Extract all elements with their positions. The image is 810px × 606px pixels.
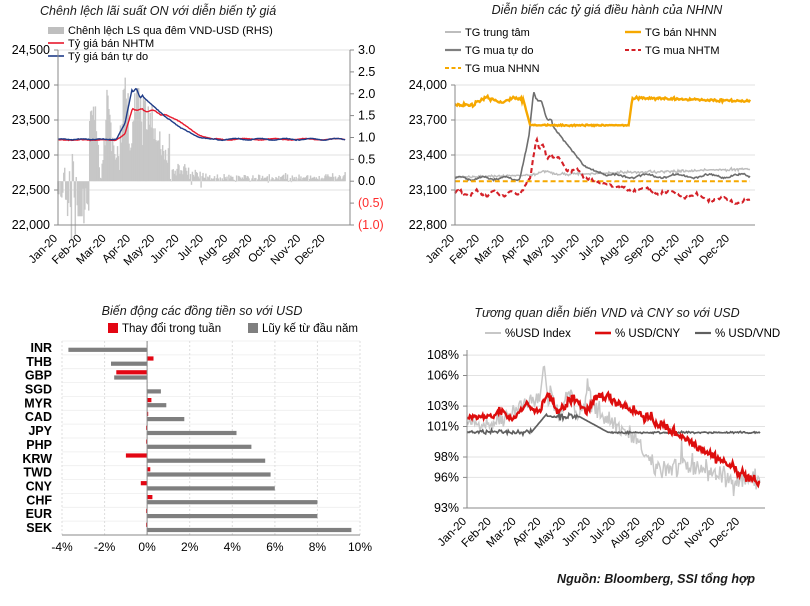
svg-text:Lũy kế từ đầu năm: Lũy kế từ đầu năm [262, 323, 358, 335]
svg-text:PHP: PHP [26, 438, 52, 452]
svg-text:23,700: 23,700 [409, 113, 447, 127]
svg-text:22,000: 22,000 [12, 218, 50, 232]
svg-text:Diễn biến các tỷ giá điều hành: Diễn biến các tỷ giá điều hành của NHNN [492, 2, 724, 17]
svg-text:Thay đổi trong tuần: Thay đổi trong tuần [122, 323, 221, 335]
svg-text:SEK: SEK [26, 521, 52, 535]
svg-text:(1.0): (1.0) [358, 218, 384, 232]
svg-text:TWD: TWD [24, 466, 52, 480]
svg-text:JPY: JPY [28, 424, 52, 438]
svg-text:EUR: EUR [26, 507, 52, 521]
svg-text:CHF: CHF [26, 493, 52, 507]
svg-text:22,800: 22,800 [409, 218, 447, 232]
svg-text:23,100: 23,100 [409, 183, 447, 197]
svg-text:-4%: -4% [51, 540, 73, 554]
svg-text:0%: 0% [138, 540, 156, 554]
svg-text:Jun-20: Jun-20 [560, 516, 593, 549]
svg-text:101%: 101% [427, 420, 459, 434]
svg-text:23,500: 23,500 [12, 113, 50, 127]
svg-text:TG mua tự do: TG mua tự do [465, 45, 534, 57]
svg-text:3.0: 3.0 [358, 43, 375, 57]
svg-text:(0.5): (0.5) [358, 196, 384, 210]
svg-text:98%: 98% [434, 450, 459, 464]
svg-text:106%: 106% [427, 369, 459, 383]
svg-text:1.0: 1.0 [358, 131, 375, 145]
svg-text:103%: 103% [427, 399, 459, 413]
svg-text:2%: 2% [181, 540, 199, 554]
svg-text:MYR: MYR [24, 396, 52, 410]
svg-text:108%: 108% [427, 348, 459, 362]
svg-text:-2%: -2% [94, 540, 116, 554]
svg-text:TG mua NHNN: TG mua NHNN [465, 63, 540, 75]
svg-text:% USD/VND: % USD/VND [715, 328, 780, 340]
svg-text:23,400: 23,400 [409, 148, 447, 162]
svg-text:Biến động các đồng tiền so với: Biến động các đồng tiền so với USD [102, 304, 303, 318]
svg-text:GBP: GBP [25, 369, 52, 383]
svg-text:1.5: 1.5 [358, 109, 375, 123]
svg-text:8%: 8% [309, 540, 327, 554]
svg-text:Chênh lệch lãi suất ON với diễ: Chênh lệch lãi suất ON với diễn biến tỷ … [40, 3, 276, 18]
svg-text:24,500: 24,500 [12, 43, 50, 57]
svg-text:TG trung tâm: TG trung tâm [465, 27, 530, 39]
svg-text:Tỷ giá bán tự do: Tỷ giá bán tự do [68, 51, 148, 63]
svg-text:10%: 10% [348, 540, 372, 554]
svg-text:Chênh lệch LS qua đêm VND-USD: Chênh lệch LS qua đêm VND-USD (RHS) [68, 25, 273, 37]
svg-text:THB: THB [26, 355, 52, 369]
svg-text:INR: INR [30, 341, 52, 355]
svg-text:2.0: 2.0 [358, 87, 375, 101]
svg-text:Tương quan diễn biến VND và CN: Tương quan diễn biến VND và CNY so với U… [474, 305, 739, 320]
svg-text:% USD/CNY: % USD/CNY [615, 328, 681, 340]
svg-text:93%: 93% [434, 501, 459, 515]
svg-text:%USD Index: %USD Index [505, 328, 571, 340]
svg-text:24,000: 24,000 [409, 78, 447, 92]
svg-text:TG mua NHTM: TG mua NHTM [645, 45, 720, 57]
svg-text:Jun-20: Jun-20 [549, 233, 582, 266]
svg-text:24,000: 24,000 [12, 78, 50, 92]
svg-text:Nguồn: Bloomberg, SSI tổng hợp: Nguồn: Bloomberg, SSI tổng hợp [557, 572, 755, 586]
svg-text:0.5: 0.5 [358, 152, 375, 166]
svg-text:0.0: 0.0 [358, 174, 375, 188]
svg-text:22,500: 22,500 [12, 183, 50, 197]
svg-text:SGD: SGD [25, 383, 52, 397]
svg-text:TG bán NHNN: TG bán NHNN [645, 27, 717, 39]
svg-text:CNY: CNY [26, 480, 53, 494]
svg-text:Tỷ giá bán NHTM: Tỷ giá bán NHTM [68, 38, 154, 50]
svg-text:2.5: 2.5 [358, 65, 375, 79]
svg-text:CAD: CAD [25, 410, 52, 424]
svg-text:KRW: KRW [22, 452, 52, 466]
svg-text:23,000: 23,000 [12, 148, 50, 162]
svg-text:96%: 96% [434, 470, 459, 484]
svg-text:4%: 4% [224, 540, 242, 554]
svg-text:6%: 6% [266, 540, 284, 554]
